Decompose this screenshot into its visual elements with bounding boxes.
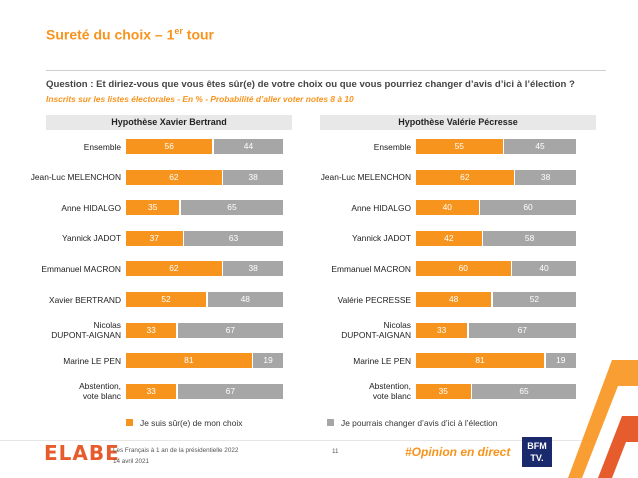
bar-sure: 62 (126, 169, 222, 185)
bar-sure: 42 (416, 230, 482, 246)
category-label-line-1: Nicolas (383, 320, 411, 331)
category-label: Xavier BERTRAND (11, 295, 121, 305)
category-label-line-2: vote blanc (82, 391, 121, 402)
subtitle-text: Inscrits sur les listes électorales - En… (46, 94, 354, 104)
page-title: Sureté du choix – 1er tour (46, 26, 214, 43)
title-divider (46, 70, 606, 71)
bar-sure: 55 (416, 139, 503, 154)
bar-sure: 48 (416, 292, 492, 307)
category-label: Ensemble (11, 142, 121, 152)
bar-sure: 81 (416, 353, 545, 369)
bar-change: 40 (512, 261, 576, 277)
bar-sure: 62 (416, 169, 514, 185)
bar-change: 67 (177, 322, 283, 338)
category-label: Emmanuel MACRON (301, 264, 411, 274)
category-label: Jean-Luc MELENCHON (301, 172, 411, 182)
category-label-line-1: Valérie PECRESSE (337, 294, 411, 305)
category-label-line-1: Emmanuel MACRON (41, 263, 121, 274)
category-label-line-1: Marine LE PEN (63, 355, 121, 366)
bar-change: 60 (480, 200, 576, 216)
elabe-logo: ELABE (44, 441, 120, 465)
legend-swatch-sure (126, 419, 133, 426)
bar-change: 67 (468, 322, 576, 338)
category-label-line-1: Marine LE PEN (353, 355, 411, 366)
legend-label-sure: Je suis sûr(e) de mon choix (140, 418, 243, 428)
category-label-line-1: Abstention, (79, 381, 121, 392)
hashtag-opinion: #Opinion en direct (405, 445, 511, 459)
bfmtv-logo: BFM TV. (522, 437, 552, 467)
bar-sure: 81 (126, 353, 252, 369)
bar-sure: 35 (416, 383, 471, 399)
category-label: Yannick JADOT (301, 233, 411, 243)
category-label: Marine LE PEN (301, 356, 411, 366)
footer-divider (0, 440, 638, 441)
bar-sure: 35 (126, 200, 180, 216)
bar-change: 63 (184, 230, 283, 246)
category-label-line-1: Yannick JADOT (352, 233, 411, 244)
bar-sure: 33 (126, 322, 177, 338)
category-label: Yannick JADOT (11, 233, 121, 243)
bar-change: 19 (545, 353, 576, 369)
panel-title-1: Hypothèse Xavier Bertrand (46, 115, 292, 130)
bar-change: 38 (515, 169, 576, 185)
bar-sure: 33 (126, 383, 177, 399)
legend-item-change: Je pourrais changer d’avis d’ici à l’éle… (327, 418, 497, 428)
category-label: Nicolas DUPONT-AIGNAN (301, 320, 411, 340)
category-label-line-1: Xavier BERTRAND (49, 294, 121, 305)
bar-change: 65 (472, 383, 576, 399)
category-label-line-1: Abstention, (369, 381, 411, 392)
category-label: Abstention, vote blanc (11, 381, 121, 401)
decorative-triangle-icon (568, 360, 638, 478)
category-label-line-2: vote blanc (372, 391, 411, 402)
legend-label-change: Je pourrais changer d’avis d’ici à l’éle… (341, 418, 498, 428)
bar-change: 52 (492, 292, 576, 307)
category-label-line-2: DUPONT-AIGNAN (341, 330, 411, 341)
category-label: Nicolas DUPONT-AIGNAN (11, 320, 121, 340)
category-label-line-1: Jean-Luc MELENCHON (320, 172, 411, 183)
category-label-line-1: Yannick JADOT (62, 233, 121, 244)
category-label: Valérie PECRESSE (301, 295, 411, 305)
bar-sure: 37 (126, 230, 183, 246)
category-label-line-1: Anne HIDALGO (351, 202, 411, 213)
category-label: Anne HIDALGO (301, 203, 411, 213)
question-text: Question : Et diriez-vous que vous êtes … (46, 79, 575, 90)
bar-sure: 33 (416, 322, 468, 338)
bar-change: 67 (177, 383, 283, 399)
category-label-line-1: Ensemble (83, 141, 121, 152)
bfmtv-logo-line1: BFM (527, 441, 547, 451)
bfmtv-logo-line2: TV. (530, 453, 544, 463)
category-label-line-1: Nicolas (93, 320, 121, 331)
category-label-line-1: Anne HIDALGO (61, 202, 121, 213)
bar-change: 45 (504, 139, 576, 154)
bar-change: 19 (253, 353, 283, 369)
page-number: 11 (332, 448, 339, 455)
category-label: Emmanuel MACRON (11, 264, 121, 274)
footer-study-title: Les Français à 1 an de la présidentielle… (113, 447, 239, 454)
category-label: Ensemble (301, 142, 411, 152)
bar-sure: 56 (126, 139, 213, 154)
category-label-line-1: Emmanuel MACRON (331, 263, 411, 274)
panel-title-2: Hypothèse Valérie Pécresse (320, 115, 596, 130)
bar-sure: 52 (126, 292, 207, 307)
category-label: Marine LE PEN (11, 356, 121, 366)
category-label-line-1: Ensemble (373, 141, 411, 152)
bar-sure: 60 (416, 261, 511, 277)
category-label-line-2: DUPONT-AIGNAN (51, 330, 121, 341)
bar-change: 58 (483, 230, 576, 246)
bar-change: 38 (223, 169, 283, 185)
bar-change: 48 (207, 292, 283, 307)
bar-change: 65 (180, 200, 283, 216)
legend-item-sure: Je suis sûr(e) de mon choix (126, 418, 242, 428)
footer-date: 14 avril 2021 (113, 458, 150, 465)
bar-change: 44 (213, 139, 283, 154)
category-label: Anne HIDALGO (11, 203, 121, 213)
category-label: Abstention, vote blanc (301, 381, 411, 401)
category-label: Jean-Luc MELENCHON (11, 172, 121, 182)
bar-sure: 62 (126, 261, 222, 277)
bar-sure: 40 (416, 200, 479, 216)
bar-change: 38 (223, 261, 283, 277)
category-label-line-1: Jean-Luc MELENCHON (30, 172, 121, 183)
legend-swatch-change (327, 419, 334, 426)
